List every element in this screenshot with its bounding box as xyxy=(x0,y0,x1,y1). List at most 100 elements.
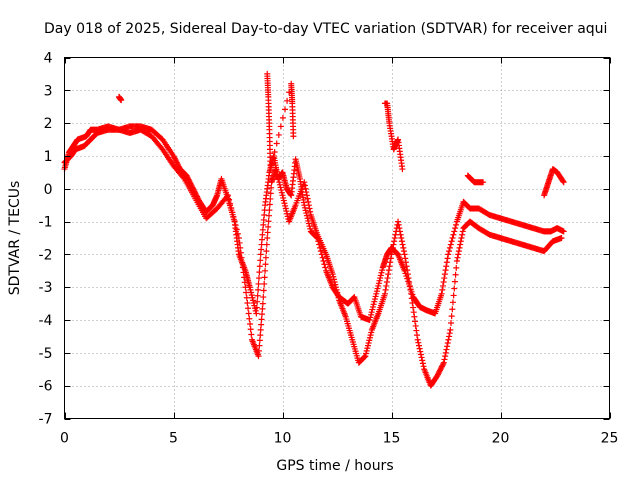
data-point xyxy=(391,235,398,241)
data-point xyxy=(256,263,263,270)
data-point xyxy=(274,173,281,180)
data-point xyxy=(259,300,266,307)
data-point xyxy=(414,332,421,339)
data-point xyxy=(180,174,187,181)
data-point xyxy=(278,187,285,194)
data-point xyxy=(368,309,375,316)
data-point xyxy=(290,133,297,140)
data-point xyxy=(329,271,336,278)
data-point xyxy=(385,267,392,274)
data-point xyxy=(480,179,487,186)
data-point xyxy=(255,286,262,293)
data-point xyxy=(256,342,263,349)
data-point xyxy=(446,333,453,340)
data-point xyxy=(317,248,324,255)
data-point xyxy=(383,282,390,289)
data-point xyxy=(558,235,565,241)
data-point xyxy=(371,296,378,303)
data-point xyxy=(379,267,386,274)
data-point xyxy=(267,190,274,197)
data-point xyxy=(187,180,194,187)
data-point xyxy=(245,310,252,317)
data-point xyxy=(402,259,409,266)
data-point xyxy=(305,220,312,227)
data-point xyxy=(267,166,274,173)
data-point xyxy=(246,315,253,322)
data-point xyxy=(371,298,378,305)
y-tick-label: -5 xyxy=(39,346,53,362)
data-point xyxy=(276,179,283,186)
data-point xyxy=(301,182,308,189)
data-point xyxy=(441,271,448,278)
y-tick-label: -3 xyxy=(39,280,53,296)
data-point xyxy=(275,176,282,183)
data-point xyxy=(248,331,255,338)
data-point xyxy=(381,290,388,297)
data-point xyxy=(441,275,448,282)
data-point xyxy=(440,359,447,366)
data-point xyxy=(436,367,443,374)
data-point xyxy=(439,286,446,293)
data-point xyxy=(419,357,426,364)
x-axis-title: GPS time / hours xyxy=(276,458,393,474)
data-point xyxy=(401,267,408,274)
y-tick-labels: 4 3 2 1 0 -1 -2 -3 -4 -5 -6 -7 xyxy=(39,51,53,428)
data-point xyxy=(258,316,265,323)
y-tick-label: 2 xyxy=(44,116,53,132)
data-point xyxy=(458,235,465,241)
data-point xyxy=(455,248,462,255)
data-point xyxy=(267,195,274,202)
axis-ticks xyxy=(64,57,611,420)
data-point xyxy=(259,311,266,318)
data-point xyxy=(376,277,383,284)
y-tick-label: -4 xyxy=(39,313,53,329)
data-point xyxy=(241,279,248,286)
data-point xyxy=(410,309,417,316)
data-point xyxy=(265,218,272,225)
data-point xyxy=(248,292,255,299)
y-tick-label: -6 xyxy=(39,379,53,395)
data-point xyxy=(408,295,415,302)
data-point xyxy=(225,192,231,199)
data-point xyxy=(375,282,382,289)
data-point xyxy=(250,299,257,306)
data-point xyxy=(306,223,313,230)
data-point xyxy=(453,221,460,228)
y-tick-label: 1 xyxy=(44,149,53,165)
data-point xyxy=(443,259,450,266)
data-point xyxy=(255,280,262,287)
data-point xyxy=(280,194,287,201)
data-point xyxy=(388,251,395,258)
data-point xyxy=(173,158,180,165)
data-point xyxy=(418,354,425,361)
gridlines xyxy=(64,57,610,419)
data-point xyxy=(275,131,282,138)
chart-title: Day 018 of 2025, Sidereal Day-to-day VTE… xyxy=(44,21,607,37)
data-point xyxy=(247,286,254,293)
data-point xyxy=(437,366,444,373)
data-point xyxy=(263,241,270,248)
data-point xyxy=(453,257,460,264)
data-point xyxy=(457,241,464,248)
data-point xyxy=(420,363,427,370)
y-axis-title: SDTVAR / TECUs xyxy=(7,181,23,296)
data-point xyxy=(456,244,463,251)
data-point xyxy=(366,337,373,344)
data-point xyxy=(375,280,382,287)
data-point xyxy=(396,225,403,232)
data-point xyxy=(303,189,310,196)
data-point xyxy=(436,368,443,375)
data-point xyxy=(232,222,239,229)
data-point xyxy=(451,228,458,235)
data-point xyxy=(449,235,456,241)
data-point xyxy=(332,281,339,288)
data-point xyxy=(367,332,374,339)
data-point xyxy=(457,238,464,245)
x-tick-label: 15 xyxy=(383,431,401,447)
data-point xyxy=(303,192,310,199)
y-tick-label: -2 xyxy=(39,247,53,263)
data-point xyxy=(265,223,272,230)
data-point xyxy=(118,97,125,104)
data-point xyxy=(272,166,279,173)
data-point xyxy=(266,201,273,208)
